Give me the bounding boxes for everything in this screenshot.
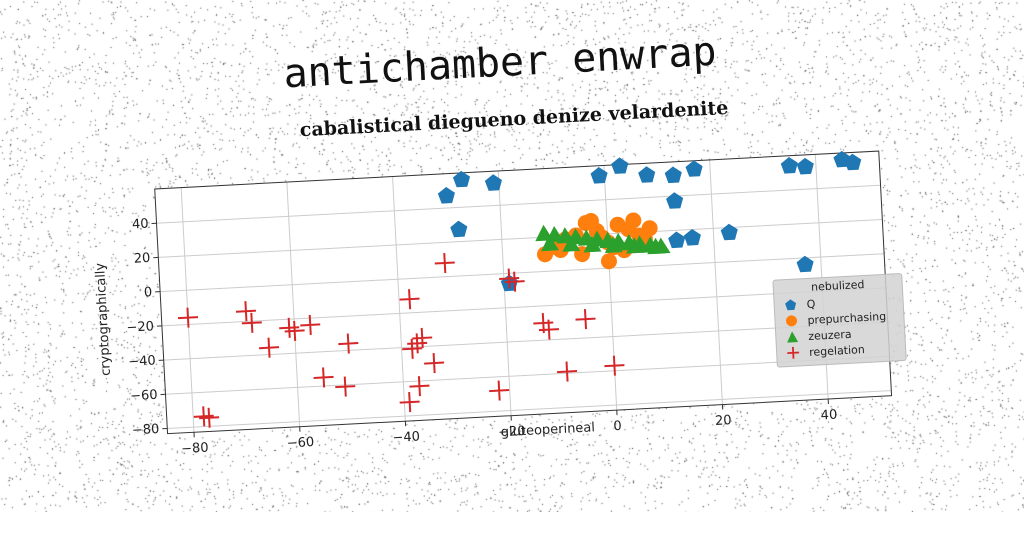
x-tick-label: 40 — [820, 408, 837, 424]
legend-item-q: Q — [782, 296, 815, 314]
x-tick-label: −80 — [181, 441, 209, 457]
y-tick-label: 0 — [143, 285, 152, 300]
y-tick-label: −40 — [128, 354, 156, 370]
legend: nebulized Q prepurchasing zeuzera regela… — [772, 273, 906, 368]
pentagon-marker-icon — [782, 298, 799, 311]
legend-item-regelation: regelation — [785, 341, 865, 361]
legend-label-regelation: regelation — [809, 343, 865, 359]
circle-marker-icon — [783, 314, 800, 327]
legend-title: nebulized — [773, 276, 902, 296]
plus-marker-icon — [785, 346, 802, 359]
triangle-marker-icon — [784, 330, 801, 343]
y-tick-label: 40 — [132, 217, 149, 233]
legend-label-q: Q — [806, 297, 815, 310]
x-tick-label: 20 — [715, 413, 732, 429]
legend-label-prepurchasing: prepurchasing — [807, 309, 886, 326]
x-tick-label: −60 — [286, 435, 314, 451]
legend-label-zeuzera: zeuzera — [808, 327, 852, 342]
y-tick-label: 20 — [133, 251, 150, 267]
y-tick-label: −80 — [132, 422, 160, 438]
y-tick-label: −20 — [126, 319, 154, 335]
y-tick-label: −60 — [130, 388, 158, 404]
x-tick-label: −40 — [392, 429, 420, 445]
